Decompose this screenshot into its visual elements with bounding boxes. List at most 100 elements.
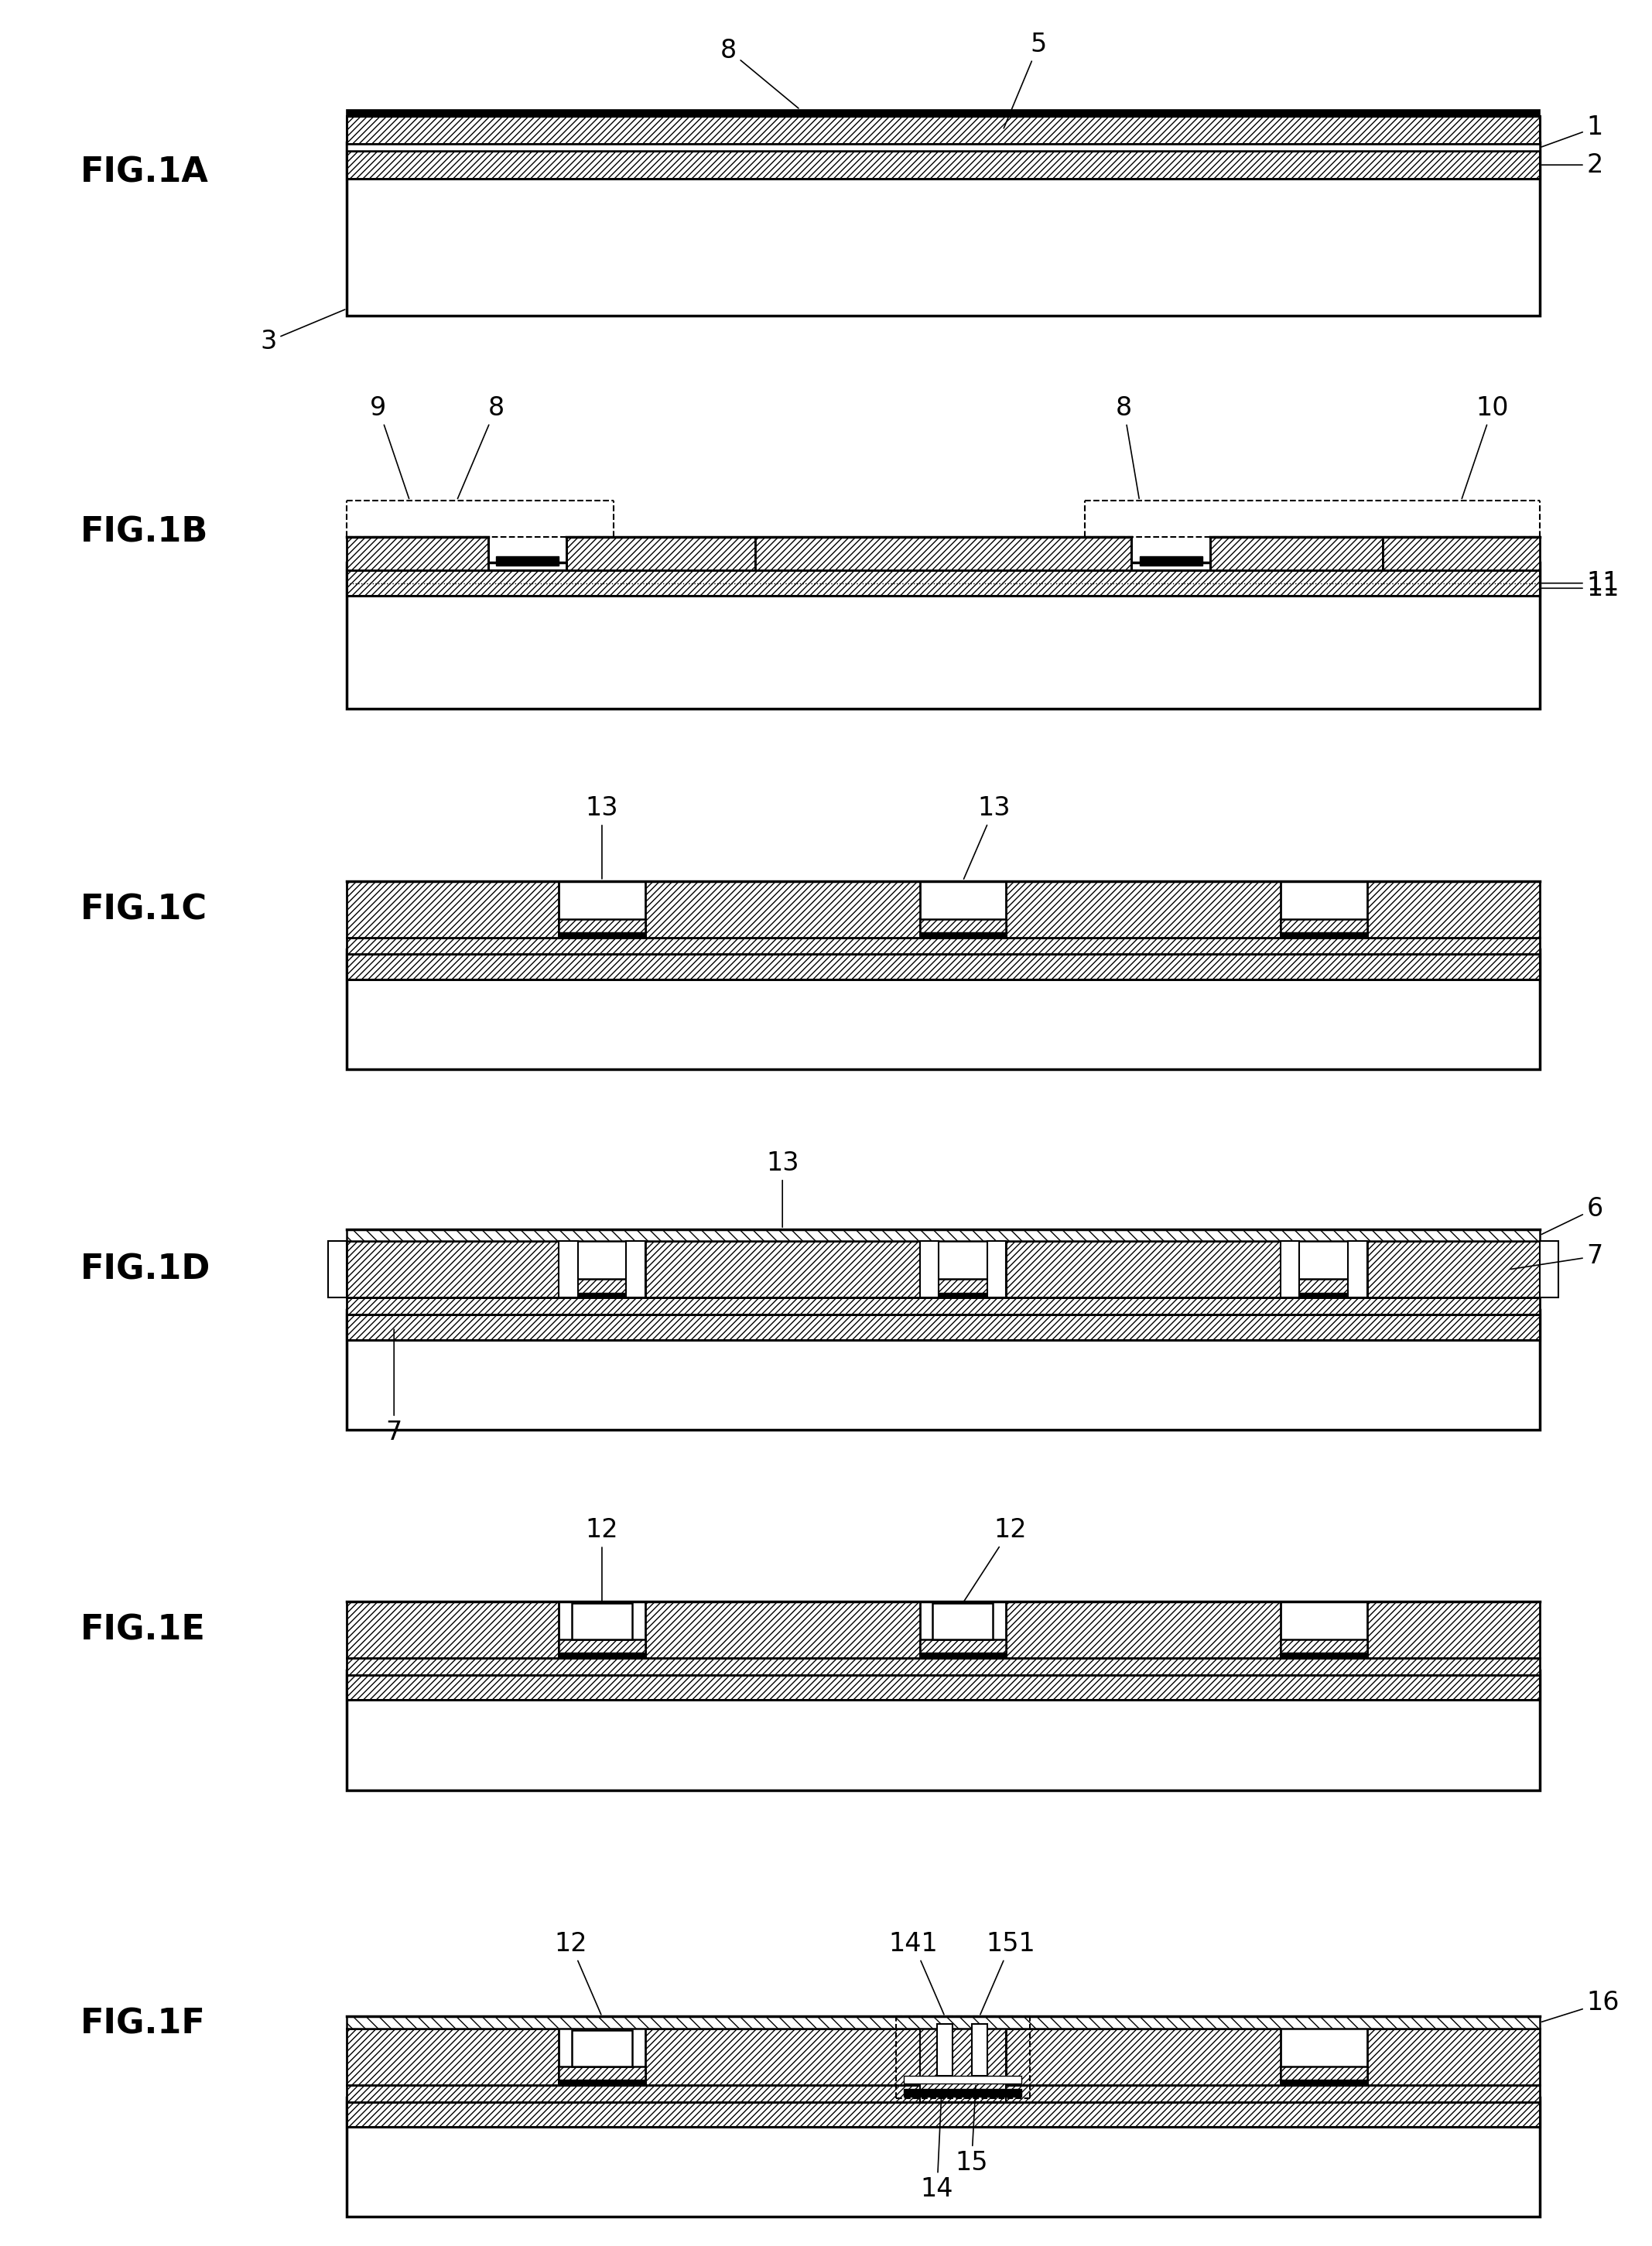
Bar <box>920 2028 1006 2102</box>
Bar <box>329 1242 347 1298</box>
Bar <box>937 2024 953 2075</box>
Bar <box>920 2066 1006 2084</box>
Polygon shape <box>347 880 558 937</box>
Bar <box>920 932 1006 937</box>
Bar <box>971 2024 988 2075</box>
Polygon shape <box>347 2028 558 2084</box>
Bar <box>558 1640 644 1658</box>
Bar <box>904 2089 1021 2098</box>
Bar <box>920 1653 1006 1658</box>
Text: 1: 1 <box>1541 115 1602 146</box>
Text: FIG.1F: FIG.1F <box>79 2008 205 2039</box>
Bar <box>347 2098 1540 2217</box>
Bar <box>920 1280 1006 1298</box>
Bar <box>347 570 1540 595</box>
Polygon shape <box>1366 1601 1540 1658</box>
Text: 6: 6 <box>1541 1195 1602 1235</box>
Bar <box>920 1640 1006 1658</box>
Bar <box>1209 537 1383 570</box>
Text: 11: 11 <box>1541 570 1619 595</box>
Bar <box>920 1242 938 1298</box>
Bar <box>626 1242 644 1298</box>
Bar <box>558 1291 644 1298</box>
Text: FIG.1C: FIG.1C <box>79 894 206 925</box>
Bar <box>1383 537 1540 570</box>
Text: FIG.1E: FIG.1E <box>79 1613 205 1646</box>
Bar <box>347 150 1540 180</box>
Bar <box>1280 919 1368 937</box>
Bar <box>755 537 1132 570</box>
Bar <box>558 932 644 937</box>
Polygon shape <box>644 1242 920 1298</box>
Bar <box>1280 2080 1368 2084</box>
Bar <box>558 1280 644 1298</box>
Bar <box>904 2075 1021 2084</box>
Text: 12: 12 <box>553 1932 601 2015</box>
Text: 11: 11 <box>1541 575 1619 602</box>
Bar <box>347 1658 1540 1676</box>
Bar <box>347 1298 1540 1314</box>
Bar <box>347 1314 1540 1341</box>
Bar <box>1348 1242 1368 1298</box>
Bar <box>1280 1280 1368 1298</box>
Bar <box>347 1671 1540 1790</box>
Bar <box>572 2030 633 2066</box>
Bar <box>1280 1640 1368 1658</box>
Text: FIG.1A: FIG.1A <box>79 155 208 189</box>
Bar <box>567 537 755 570</box>
Bar <box>347 950 1540 1069</box>
Text: 13: 13 <box>963 795 1011 878</box>
Bar <box>558 2080 644 2084</box>
Bar <box>347 144 1540 150</box>
Bar <box>920 1291 1006 1298</box>
Text: 8: 8 <box>720 38 798 108</box>
Text: 5: 5 <box>1004 31 1047 128</box>
Text: 12: 12 <box>585 1518 618 1601</box>
Text: 141: 141 <box>889 1932 943 2015</box>
Text: 2: 2 <box>1541 153 1604 177</box>
Text: FIG.1B: FIG.1B <box>79 517 208 550</box>
Polygon shape <box>347 1242 558 1298</box>
Text: 7: 7 <box>1510 1244 1602 1269</box>
Polygon shape <box>644 1601 920 1658</box>
Bar <box>558 1653 644 1658</box>
Polygon shape <box>1006 2028 1280 2084</box>
Text: 13: 13 <box>767 1150 800 1226</box>
Polygon shape <box>1006 1242 1280 1298</box>
Bar <box>988 1242 1006 1298</box>
Bar <box>1280 2066 1368 2084</box>
Bar <box>1140 557 1203 566</box>
Text: 7: 7 <box>387 1330 401 1444</box>
Bar <box>347 955 1540 979</box>
Polygon shape <box>1366 880 1540 937</box>
Bar <box>1280 932 1368 937</box>
Bar <box>347 1229 1540 1242</box>
Polygon shape <box>644 2028 920 2084</box>
Bar <box>347 117 1540 144</box>
Bar <box>347 2102 1540 2127</box>
Polygon shape <box>1006 1601 1280 1658</box>
Bar <box>920 2080 1006 2084</box>
Text: 15: 15 <box>955 2087 988 2176</box>
Bar <box>347 562 1540 710</box>
Bar <box>347 141 1540 314</box>
Polygon shape <box>1366 1242 1540 1298</box>
Bar <box>347 2017 1540 2028</box>
Bar <box>347 2084 1540 2102</box>
Bar <box>558 1242 578 1298</box>
Text: 14: 14 <box>920 2098 953 2201</box>
Text: 8: 8 <box>458 395 504 499</box>
Bar <box>347 537 489 570</box>
Polygon shape <box>1366 2028 1540 2084</box>
Text: 8: 8 <box>1115 395 1140 499</box>
Bar <box>920 919 1006 937</box>
Polygon shape <box>644 880 920 937</box>
Text: 151: 151 <box>980 1932 1036 2015</box>
Bar <box>347 937 1540 955</box>
Text: 12: 12 <box>965 1518 1026 1601</box>
Bar <box>933 1604 993 1640</box>
Bar <box>1280 1242 1300 1298</box>
Bar <box>1540 1242 1558 1298</box>
Bar <box>558 2066 644 2084</box>
Bar <box>572 1604 633 1640</box>
